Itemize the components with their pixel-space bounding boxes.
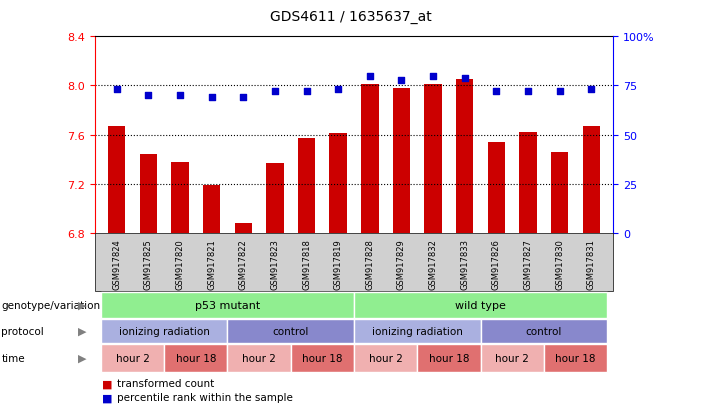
Text: hour 2: hour 2 <box>369 353 402 363</box>
Text: GSM917828: GSM917828 <box>365 238 374 289</box>
Text: GSM917825: GSM917825 <box>144 238 153 289</box>
Text: genotype/variation: genotype/variation <box>1 300 100 310</box>
Bar <box>266 164 284 233</box>
Bar <box>519 133 537 233</box>
Bar <box>203 185 220 233</box>
Bar <box>456 80 473 233</box>
Text: GSM917830: GSM917830 <box>555 238 564 289</box>
Text: GSM917833: GSM917833 <box>461 238 469 289</box>
Bar <box>171 162 189 233</box>
Text: hour 18: hour 18 <box>176 353 216 363</box>
Point <box>175 93 186 99</box>
Text: GSM917819: GSM917819 <box>334 238 343 289</box>
Text: control: control <box>273 326 309 336</box>
Text: ■: ■ <box>102 378 112 388</box>
Text: protocol: protocol <box>1 326 44 336</box>
Point <box>111 87 123 93</box>
Text: hour 18: hour 18 <box>555 353 596 363</box>
Text: time: time <box>1 353 25 363</box>
Text: GSM917831: GSM917831 <box>587 238 596 289</box>
Text: hour 2: hour 2 <box>495 353 529 363</box>
Text: p53 mutant: p53 mutant <box>195 300 260 310</box>
Bar <box>551 152 569 233</box>
Bar <box>329 134 347 233</box>
Text: GSM917818: GSM917818 <box>302 238 311 289</box>
Text: hour 2: hour 2 <box>242 353 276 363</box>
Bar <box>424 85 442 233</box>
Text: control: control <box>526 326 562 336</box>
Point <box>301 89 312 95</box>
Text: GSM917822: GSM917822 <box>239 238 247 289</box>
Text: GSM917824: GSM917824 <box>112 238 121 289</box>
Text: GSM917820: GSM917820 <box>175 238 184 289</box>
Point <box>332 87 343 93</box>
Bar <box>298 139 315 233</box>
Bar <box>393 89 410 233</box>
Text: GSM917827: GSM917827 <box>524 238 533 289</box>
Bar <box>235 223 252 233</box>
Point <box>206 95 217 101</box>
Text: transformed count: transformed count <box>117 378 215 388</box>
Text: GSM917829: GSM917829 <box>397 238 406 289</box>
Point <box>365 73 376 80</box>
Point <box>269 89 280 95</box>
Bar <box>488 142 505 233</box>
Text: GSM917832: GSM917832 <box>428 238 437 289</box>
Text: hour 18: hour 18 <box>302 353 343 363</box>
Point <box>396 77 407 83</box>
Text: ▶: ▶ <box>79 326 87 336</box>
Text: percentile rank within the sample: percentile rank within the sample <box>117 392 293 402</box>
Text: wild type: wild type <box>455 300 506 310</box>
Bar <box>583 127 600 233</box>
Text: ionizing radiation: ionizing radiation <box>118 326 210 336</box>
Point <box>491 89 502 95</box>
Point <box>585 87 597 93</box>
Point <box>428 73 439 80</box>
Text: GSM917826: GSM917826 <box>492 238 501 289</box>
Bar <box>139 155 157 233</box>
Text: ionizing radiation: ionizing radiation <box>372 326 463 336</box>
Bar <box>108 127 125 233</box>
Bar <box>361 85 379 233</box>
Text: GDS4611 / 1635637_at: GDS4611 / 1635637_at <box>270 10 431 24</box>
Text: hour 2: hour 2 <box>116 353 149 363</box>
Text: ▶: ▶ <box>79 353 87 363</box>
Point <box>522 89 533 95</box>
Text: ▶: ▶ <box>79 300 87 310</box>
Point <box>143 93 154 99</box>
Text: GSM917821: GSM917821 <box>207 238 216 289</box>
Text: ■: ■ <box>102 392 112 402</box>
Text: GSM917823: GSM917823 <box>271 238 280 289</box>
Point <box>459 75 470 82</box>
Text: hour 18: hour 18 <box>428 353 469 363</box>
Point <box>554 89 565 95</box>
Point <box>238 95 249 101</box>
